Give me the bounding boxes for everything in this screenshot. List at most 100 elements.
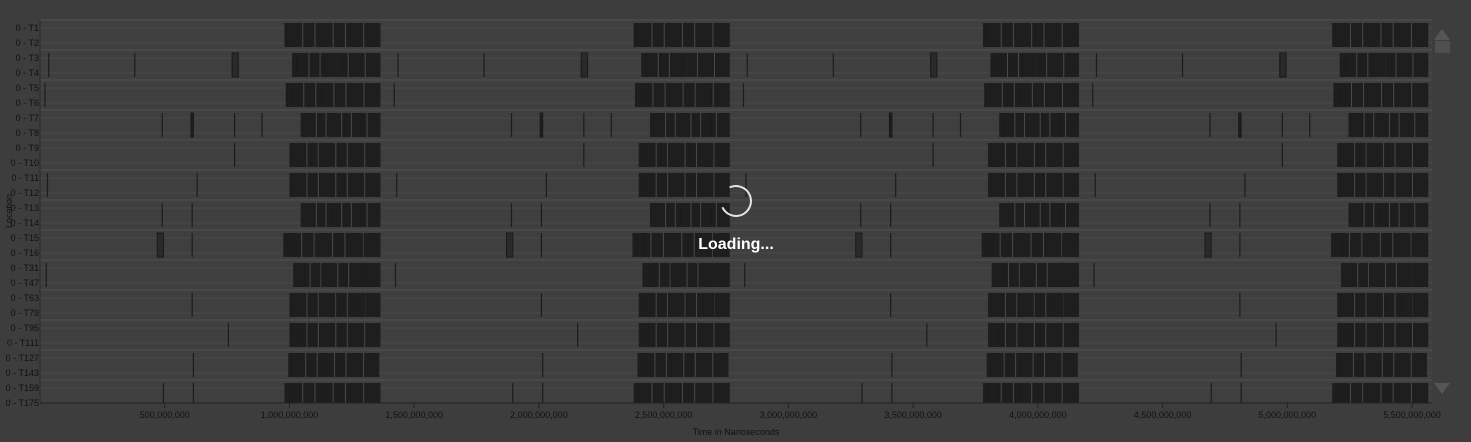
vertical-scrollbar[interactable] xyxy=(1434,29,1450,394)
event-block[interactable] xyxy=(1332,23,1429,47)
row-label: 0 - T1 xyxy=(16,23,39,33)
event-block[interactable] xyxy=(633,383,730,403)
x-tick-label: 5,500,000,000 xyxy=(1383,410,1441,420)
x-tick-label: 2,500,000,000 xyxy=(635,410,693,420)
event-block[interactable] xyxy=(990,53,1080,77)
event-block[interactable] xyxy=(999,113,1080,137)
event-block[interactable] xyxy=(637,353,729,377)
x-tick-label: 4,000,000,000 xyxy=(1009,410,1067,420)
row-label: 0 - T16 xyxy=(11,248,39,258)
x-axis: 500,000,000 1,000,000,000 1,500,000,000 2,0… xyxy=(39,20,1441,420)
event-block[interactable] xyxy=(289,323,381,347)
x-tick-label: 1,000,000,000 xyxy=(261,410,319,420)
event-block[interactable] xyxy=(987,323,1080,347)
event-block[interactable] xyxy=(999,203,1080,227)
event-block[interactable] xyxy=(284,23,381,47)
event-block[interactable] xyxy=(1339,53,1429,77)
event-block[interactable] xyxy=(1332,383,1429,403)
row-grid xyxy=(40,19,1432,404)
event-block[interactable] xyxy=(638,173,730,197)
event-block[interactable] xyxy=(156,232,164,258)
x-ticks: 500,000,000 1,000,000,000 1,500,000,000 2,0… xyxy=(140,403,1441,420)
row-label: 0 - T63 xyxy=(11,293,39,303)
row-label: 0 - T6 xyxy=(16,98,39,108)
event-block[interactable] xyxy=(638,323,730,347)
row-label: 0 - T4 xyxy=(16,68,39,78)
event-block[interactable] xyxy=(632,233,730,257)
x-tick-label: 3,000,000,000 xyxy=(760,410,818,420)
row-label: 0 - T12 xyxy=(11,188,39,198)
row-label: 0 - T8 xyxy=(16,128,39,138)
event-block[interactable] xyxy=(1337,173,1429,197)
row-label: 0 - T95 xyxy=(11,323,39,333)
event-block[interactable] xyxy=(982,383,1080,403)
x-tick-label: 500,000,000 xyxy=(140,410,190,420)
row-label: 0 - T14 xyxy=(11,218,39,228)
scroll-up-icon[interactable] xyxy=(1434,29,1450,40)
event-block[interactable] xyxy=(505,232,514,258)
event-block[interactable] xyxy=(987,293,1080,317)
event-block[interactable] xyxy=(638,293,730,317)
row-label: 0 - T127 xyxy=(6,353,39,363)
x-tick-label: 4,500,000,000 xyxy=(1134,410,1192,420)
event-block[interactable] xyxy=(289,143,381,167)
event-block[interactable] xyxy=(1340,263,1429,287)
event-block[interactable] xyxy=(288,353,380,377)
x-tick-label: 3,500,000,000 xyxy=(884,410,942,420)
event-block[interactable] xyxy=(1348,113,1429,137)
event-bars[interactable] xyxy=(44,23,1429,403)
row-label: 0 - T7 xyxy=(16,113,39,123)
y-tick-labels: 0 - T1 0 - T2 0 - T3 0 - T4 0 - T5 0 - T6 0 - … xyxy=(6,23,39,408)
plot-background xyxy=(40,20,1432,403)
event-block[interactable] xyxy=(984,83,1080,107)
event-block[interactable] xyxy=(982,23,1080,47)
event-block[interactable] xyxy=(300,203,381,227)
event-block[interactable] xyxy=(649,113,730,137)
event-block[interactable] xyxy=(283,233,381,257)
row-label: 0 - T5 xyxy=(16,83,39,93)
row-label: 0 - T79 xyxy=(11,308,39,318)
event-block[interactable] xyxy=(1337,293,1429,317)
row-label: 0 - T9 xyxy=(16,143,39,153)
row-label: 0 - T111 xyxy=(7,338,39,348)
event-block[interactable] xyxy=(284,383,381,403)
event-block[interactable] xyxy=(1337,323,1429,347)
event-block[interactable] xyxy=(285,83,381,107)
event-block[interactable] xyxy=(987,143,1080,167)
row-label: 0 - T31 xyxy=(11,263,39,273)
row-label: 0 - T11 xyxy=(11,173,39,183)
event-block[interactable] xyxy=(1204,232,1212,258)
event-block[interactable] xyxy=(300,113,381,137)
event-block[interactable] xyxy=(641,53,730,77)
scroll-thumb[interactable] xyxy=(1435,41,1450,53)
event-block[interactable] xyxy=(1279,52,1287,78)
row-label: 0 - T143 xyxy=(6,368,39,378)
event-block[interactable] xyxy=(638,143,730,167)
x-axis-label: Time in Nanoseconds xyxy=(693,427,780,437)
event-block[interactable] xyxy=(1348,203,1429,227)
event-block[interactable] xyxy=(649,203,730,227)
event-block[interactable] xyxy=(642,263,730,287)
row-label: 0 - T47 xyxy=(11,278,39,288)
event-block[interactable] xyxy=(930,52,938,78)
row-label: 0 - T159 xyxy=(6,383,39,393)
event-block[interactable] xyxy=(1330,233,1429,257)
event-block[interactable] xyxy=(987,173,1080,197)
event-block[interactable] xyxy=(1333,83,1429,107)
event-block[interactable] xyxy=(986,353,1078,377)
event-block[interactable] xyxy=(289,173,381,197)
event-block[interactable] xyxy=(289,293,381,317)
scroll-down-icon[interactable] xyxy=(1434,383,1450,394)
event-block[interactable] xyxy=(1335,353,1428,377)
event-block[interactable] xyxy=(291,53,381,77)
event-block[interactable] xyxy=(633,23,730,47)
event-block[interactable] xyxy=(855,232,863,258)
event-block[interactable] xyxy=(231,52,239,78)
event-block[interactable] xyxy=(981,233,1080,257)
event-block[interactable] xyxy=(991,263,1080,287)
event-block[interactable] xyxy=(1337,143,1429,167)
event-block[interactable] xyxy=(293,263,381,287)
event-block[interactable] xyxy=(580,52,589,78)
event-block[interactable] xyxy=(634,83,730,107)
